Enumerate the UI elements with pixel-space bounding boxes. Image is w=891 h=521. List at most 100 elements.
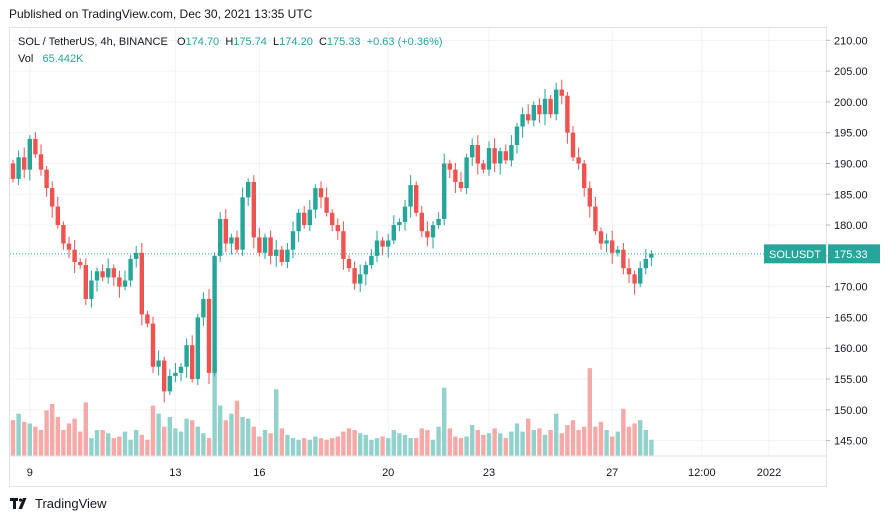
- candle-body: [598, 231, 604, 244]
- volume-bar: [122, 431, 128, 456]
- volume-bar: [414, 438, 419, 456]
- volume-bar: [234, 400, 240, 456]
- candle-body: [565, 95, 570, 133]
- y-tick-label-1: 205.00: [834, 66, 868, 78]
- volume-bar: [358, 433, 363, 456]
- candle-body: [313, 188, 318, 210]
- volume-bar: [537, 428, 542, 456]
- volume-bar: [397, 433, 402, 456]
- legend-vol-value: 65.442K: [42, 53, 84, 65]
- price-tag-symbol: SOLUSDT: [769, 249, 821, 261]
- volume-bar: [464, 436, 469, 456]
- candle-body: [369, 255, 374, 266]
- candle-body: [346, 258, 352, 269]
- candle-body: [234, 237, 240, 250]
- candle-body: [570, 132, 576, 158]
- volume-bar: [514, 423, 520, 456]
- volume-bar: [593, 426, 598, 456]
- volume-bar: [150, 405, 156, 456]
- candle-body: [134, 252, 139, 259]
- candle-body: [430, 225, 436, 238]
- volume-bar: [559, 433, 564, 456]
- volume-bar: [520, 431, 525, 456]
- volume-bar: [526, 418, 531, 456]
- candle-body: [61, 225, 66, 244]
- candle-body: [414, 185, 419, 213]
- volume-bar: [531, 429, 536, 456]
- candle-body: [72, 249, 77, 263]
- volume-bar: [229, 413, 234, 456]
- volume-bar: [296, 439, 301, 456]
- legend-open-label: O: [176, 36, 186, 48]
- candle-body: [554, 89, 559, 115]
- volume-bar: [100, 429, 105, 456]
- candle-body: [464, 157, 469, 189]
- candle-body: [408, 185, 413, 207]
- x-tick-label-2: 16: [253, 467, 265, 479]
- candle-body: [212, 255, 217, 373]
- y-tick-label-0: 210.00: [834, 35, 868, 47]
- volume-bar: [190, 420, 195, 456]
- volume-bar: [486, 433, 492, 456]
- candle-body: [111, 268, 116, 278]
- volume-bar: [145, 439, 150, 456]
- volume-bar: [548, 429, 553, 456]
- volume-bar: [251, 426, 256, 456]
- y-tick-label-12: 150.00: [834, 405, 868, 417]
- candle-body: [307, 209, 312, 226]
- candle-body: [330, 212, 335, 226]
- volume-bar: [268, 433, 273, 456]
- candle-body: [318, 188, 324, 198]
- candle-body: [615, 249, 620, 253]
- candle-body: [251, 181, 256, 238]
- legend-symbol[interactable]: SOL / TetherUS, 4h, BINANCE: [18, 36, 168, 48]
- candle-body: [117, 277, 122, 287]
- candle-body: [302, 212, 307, 226]
- candle-body: [386, 240, 391, 247]
- y-tick-label-5: 185.00: [834, 189, 868, 201]
- candle-body: [178, 366, 184, 373]
- volume-bar: [50, 403, 55, 456]
- candle-body: [128, 258, 133, 281]
- candle-body: [83, 265, 88, 299]
- volume-bar: [402, 434, 408, 456]
- price-tag-value: 175.33: [834, 249, 868, 261]
- legend-vol-label: Vol: [18, 53, 34, 65]
- volume-bar: [83, 402, 88, 456]
- candle-body: [548, 98, 553, 115]
- volume-bar: [386, 438, 391, 456]
- volume-bar: [542, 434, 548, 456]
- candle-body: [520, 114, 525, 127]
- candle-body: [190, 345, 195, 380]
- volume-bar: [442, 387, 447, 456]
- volume-bar: [72, 418, 77, 456]
- volume-bar: [274, 389, 279, 456]
- candle-body: [582, 163, 587, 189]
- legend-close-label: C: [318, 36, 327, 48]
- volume-bar: [498, 433, 503, 456]
- candle-body: [486, 148, 492, 170]
- volume-bar: [565, 425, 570, 456]
- x-tick-label-5: 27: [606, 467, 618, 479]
- candle-body: [89, 280, 94, 299]
- candle-body: [78, 262, 83, 266]
- candle-body: [16, 157, 21, 179]
- volume-bar: [503, 438, 508, 456]
- candle-body: [492, 148, 497, 164]
- volume-bar: [106, 433, 111, 456]
- candle-body: [470, 145, 475, 158]
- legend-low-label: L: [273, 36, 280, 48]
- volume-bar: [470, 425, 475, 456]
- candle-body: [559, 89, 564, 96]
- volume-bar: [570, 420, 576, 456]
- candle-body: [352, 268, 357, 284]
- candle-body: [442, 163, 447, 219]
- volume-bar: [419, 428, 424, 456]
- volume-bar: [262, 429, 268, 456]
- candle-body: [22, 157, 27, 170]
- legend-change: +0.63 (+0.36%): [366, 36, 443, 48]
- tradingview-logo[interactable]: TradingView: [10, 496, 107, 511]
- legend-ohlc-row: SOL / TetherUS, 4h, BINANCE O174.70 H175…: [18, 34, 443, 51]
- volume-bar: [475, 429, 480, 456]
